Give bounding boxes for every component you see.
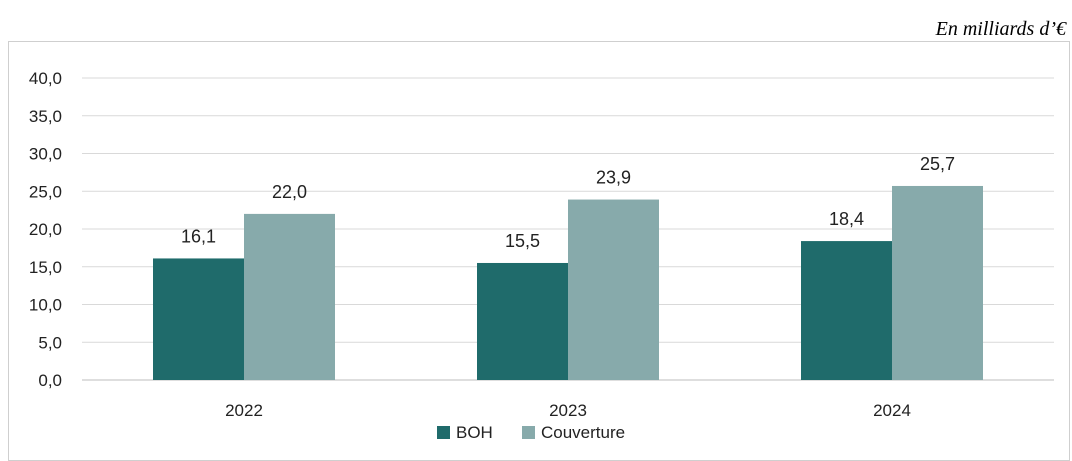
y-tick-label: 10,0 (29, 296, 62, 315)
data-label: 22,0 (272, 182, 307, 202)
legend-label: BOH (456, 423, 493, 442)
bar-boh-2024 (801, 241, 892, 380)
legend-swatch (437, 426, 450, 439)
y-tick-label: 20,0 (29, 220, 62, 239)
bar-boh-2023 (477, 262, 568, 380)
legend-label: Couverture (541, 423, 625, 442)
x-axis: 2022 2023 2024 (225, 401, 911, 420)
legend-swatch (522, 426, 535, 439)
data-label: 18,4 (829, 209, 864, 229)
y-tick-label: 30,0 (29, 145, 62, 164)
x-tick-label: 2024 (873, 401, 911, 420)
y-tick-label: 40,0 (29, 69, 62, 88)
bar-couverture-2022 (244, 213, 335, 380)
y-tick-label: 0,0 (38, 371, 62, 390)
x-tick-label: 2022 (225, 401, 263, 420)
data-label: 23,9 (596, 168, 631, 188)
data-label: 15,5 (505, 231, 540, 251)
y-tick-label: 35,0 (29, 107, 62, 126)
y-tick-label: 5,0 (38, 333, 62, 352)
data-label: 25,7 (920, 154, 955, 174)
unit-note: En milliards d’€ (935, 18, 1066, 40)
y-tick-label: 25,0 (29, 182, 62, 201)
bar-couverture-2023 (568, 199, 659, 380)
bar-couverture-2024 (892, 185, 983, 380)
bars (153, 185, 983, 380)
legend: BOH Couverture (437, 423, 625, 442)
y-tick-label: 15,0 (29, 258, 62, 277)
data-label: 16,1 (181, 226, 216, 246)
bar-boh-2022 (153, 258, 244, 380)
data-labels: 16,1 22,0 15,5 23,9 18,4 25,7 (181, 154, 955, 251)
x-tick-label: 2023 (549, 401, 587, 420)
y-axis: 0,0 5,0 10,0 15,0 20,0 25,0 30,0 35,0 40,0 (29, 69, 62, 390)
